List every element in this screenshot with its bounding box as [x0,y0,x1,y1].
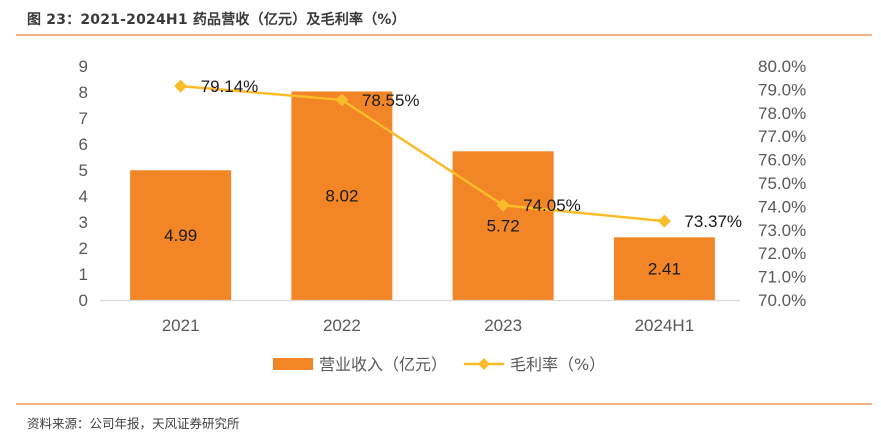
x-tick-label: 2022 [323,316,361,335]
y-right-tick-label: 77.0% [758,127,806,146]
y-right-tick-label: 74.0% [758,197,806,216]
y-right-tick-label: 70.0% [758,291,806,310]
y-right-tick-label: 79.0% [758,80,806,99]
bar-value-label: 4.99 [164,226,197,245]
y-right-tick-label: 80.0% [758,57,806,76]
y-left-tick-label: 7 [79,109,88,128]
line-value-label: 79.14% [201,77,259,96]
left-y-axis: 0 1 2 3 4 5 6 7 8 9 [79,57,88,310]
source-note: 资料来源：公司年报，天风证券研究所 [27,416,240,431]
legend-line-label: 毛利率（%） [510,355,605,374]
x-tick-label: 2024H1 [635,316,695,335]
y-left-tick-label: 9 [79,57,88,76]
y-left-tick-label: 1 [79,265,88,284]
line-value-label: 78.55% [362,91,420,110]
bar-value-label: 8.02 [325,187,358,206]
y-right-tick-label: 71.0% [758,268,806,287]
bar-value-label: 2.41 [648,260,681,279]
legend-bar-swatch [273,358,313,370]
chart-title: 图 23：2021-2024H1 药品营收（亿元）及毛利率（%） [27,12,406,28]
right-y-axis: 70.0% 71.0% 72.0% 73.0% 74.0% 75.0% 76.0% 77.0%… [758,57,806,310]
diamond-marker-icon [657,214,671,228]
y-right-tick-label: 78.0% [758,104,806,123]
bar-2023 [452,151,554,300]
y-right-tick-label: 72.0% [758,244,806,263]
bar-data-labels: 4.99 8.02 5.72 2.41 [164,187,681,279]
legend-diamond-marker-icon [478,358,490,370]
y-left-tick-label: 2 [79,239,88,258]
line-value-label: 74.05% [523,196,581,215]
y-left-tick-label: 3 [79,213,88,232]
line-data-labels: 79.14% 78.55% 74.05% 73.37% [201,77,742,231]
diamond-marker-icon [174,79,188,93]
source-divider [16,403,872,405]
line-series [174,79,671,228]
x-tick-label: 2023 [484,316,522,335]
margin-line [180,84,665,223]
y-left-tick-label: 4 [79,187,88,206]
bar-2022 [291,91,393,300]
y-left-tick-label: 5 [79,161,88,180]
line-value-label: 73.37% [684,212,742,231]
y-left-tick-label: 8 [79,83,88,102]
y-left-tick-label: 6 [79,135,88,154]
bar-series [130,91,715,300]
y-right-tick-label: 73.0% [758,221,806,240]
y-right-tick-label: 75.0% [758,174,806,193]
bar-2024H1 [613,237,715,300]
bar-value-label: 5.72 [487,217,520,236]
x-tick-label: 2021 [162,316,200,335]
title-divider [16,34,872,36]
diamond-marker-icon [496,198,510,212]
bar-2021 [130,170,232,300]
diamond-marker-icon [335,93,349,107]
y-right-tick-label: 76.0% [758,151,806,170]
x-axis-ticks: 2021 2022 2023 2024H1 [162,316,694,335]
legend: 营业收入（亿元） 毛利率（%） [273,355,605,374]
y-left-tick-label: 0 [79,291,88,310]
legend-bar-label: 营业收入（亿元） [319,355,447,374]
